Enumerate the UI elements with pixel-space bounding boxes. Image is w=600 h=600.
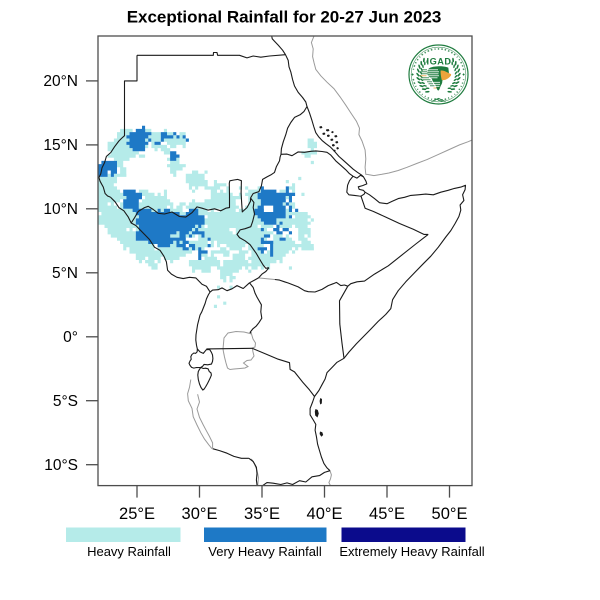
svg-text:0°: 0° bbox=[63, 329, 78, 346]
svg-text:5°N: 5°N bbox=[52, 265, 78, 282]
svg-text:Exceptional Rainfall for 20-27: Exceptional Rainfall for 20-27 Jun 2023 bbox=[127, 8, 442, 27]
svg-text:15°N: 15°N bbox=[43, 137, 78, 154]
svg-text:40°E: 40°E bbox=[307, 505, 343, 523]
svg-text:45°E: 45°E bbox=[369, 505, 405, 523]
svg-text:5°S: 5°S bbox=[53, 393, 78, 410]
svg-text:25°E: 25°E bbox=[119, 505, 155, 523]
svg-text:20°N: 20°N bbox=[43, 73, 78, 90]
svg-text:IGAD: IGAD bbox=[427, 57, 452, 67]
svg-text:50°E: 50°E bbox=[432, 505, 468, 523]
svg-text:Extremely Heavy Rainfall: Extremely Heavy Rainfall bbox=[339, 544, 484, 559]
svg-text:30°E: 30°E bbox=[182, 505, 218, 523]
svg-text:10°S: 10°S bbox=[44, 457, 78, 474]
svg-text:Heavy Rainfall: Heavy Rainfall bbox=[87, 544, 171, 559]
svg-text:10°N: 10°N bbox=[43, 201, 78, 218]
svg-text:35°E: 35°E bbox=[244, 505, 280, 523]
svg-text:Very Heavy Rainfall: Very Heavy Rainfall bbox=[208, 544, 322, 559]
